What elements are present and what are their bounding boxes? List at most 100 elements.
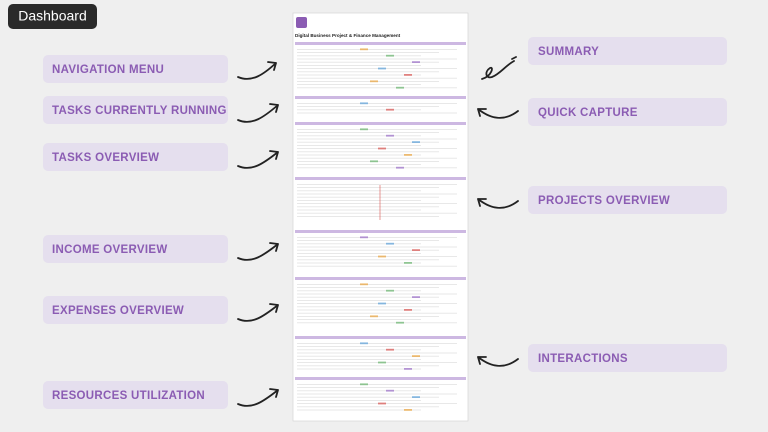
row-line xyxy=(297,103,457,104)
row-line xyxy=(297,240,439,241)
arrow xyxy=(481,56,517,80)
row-line xyxy=(297,87,457,89)
row-line xyxy=(297,409,421,411)
label-box xyxy=(528,98,727,126)
row-tag xyxy=(404,262,412,264)
row-line xyxy=(297,390,421,392)
row-line xyxy=(297,362,457,363)
row-line xyxy=(297,243,421,245)
row-tag xyxy=(360,236,368,239)
arrow xyxy=(477,356,519,367)
row-tag xyxy=(386,289,394,292)
section-header xyxy=(295,42,466,45)
row-line xyxy=(297,293,457,295)
arrow xyxy=(477,108,519,119)
row-tag xyxy=(404,368,412,370)
row-line xyxy=(297,109,421,111)
row-line xyxy=(297,84,421,85)
row-line xyxy=(297,55,421,57)
row-line xyxy=(297,300,421,301)
row-line xyxy=(297,65,421,66)
badge xyxy=(8,4,97,29)
section-header xyxy=(295,277,466,280)
row-line xyxy=(297,262,421,264)
row-line xyxy=(297,193,457,195)
row-tag xyxy=(386,108,394,111)
row-line xyxy=(297,237,457,238)
section-header xyxy=(295,230,466,233)
row-line xyxy=(297,187,439,188)
row-line xyxy=(297,145,421,146)
label-text: INTERACTIONS xyxy=(538,353,628,365)
label-box xyxy=(528,37,727,65)
row-line xyxy=(297,68,457,69)
dashboard-sections xyxy=(295,42,466,411)
row-line xyxy=(297,81,439,82)
section-header xyxy=(295,96,466,99)
row-line xyxy=(297,61,439,63)
label-text: TASKS CURRENTLY RUNNING xyxy=(52,105,227,117)
row-line xyxy=(297,265,457,267)
row-tag xyxy=(412,141,420,143)
row-line xyxy=(297,112,457,114)
row-line xyxy=(297,316,439,317)
row-line xyxy=(297,406,439,408)
row-line xyxy=(297,200,421,201)
row-line xyxy=(297,253,421,254)
label-text: EXPENSES OVERVIEW xyxy=(52,305,184,317)
label-box xyxy=(43,235,228,263)
arrow xyxy=(237,150,279,169)
row-line xyxy=(297,151,439,153)
row-line xyxy=(297,190,421,192)
row-line xyxy=(297,322,457,324)
row-line xyxy=(297,157,457,159)
row-line xyxy=(297,352,457,354)
section-header xyxy=(295,377,466,380)
row-tag xyxy=(378,402,386,405)
row-line xyxy=(297,319,421,320)
label-text: PROJECTS OVERVIEW xyxy=(538,195,670,207)
label-box xyxy=(43,96,228,124)
label-box xyxy=(43,381,228,409)
row-tag xyxy=(396,166,404,169)
label-text: INCOME OVERVIEW xyxy=(52,244,167,256)
arrow xyxy=(237,388,279,407)
left-labels: NAVIGATION MENU TASKS CURRENTLY RUNNING TA… xyxy=(43,55,228,409)
section-header xyxy=(295,177,466,180)
row-line xyxy=(297,249,439,251)
row-tag xyxy=(378,255,386,258)
row-line xyxy=(297,106,439,107)
row-line xyxy=(297,141,439,143)
arrow xyxy=(237,303,279,322)
arrows xyxy=(237,56,519,407)
row-line xyxy=(297,365,439,367)
row-line xyxy=(297,132,439,133)
row-line xyxy=(297,203,457,204)
row-line xyxy=(297,355,439,357)
label-text: SUMMARY xyxy=(538,46,599,58)
row-tag xyxy=(412,61,420,63)
row-line xyxy=(297,368,421,370)
label-box xyxy=(43,296,228,324)
row-tag xyxy=(396,86,404,89)
row-tag xyxy=(378,302,386,305)
row-tag xyxy=(396,321,404,324)
row-line xyxy=(297,259,439,261)
row-line xyxy=(297,343,457,344)
row-line xyxy=(297,148,457,149)
section-header xyxy=(295,336,466,339)
arrow xyxy=(237,61,277,80)
row-line xyxy=(297,216,439,217)
row-tag xyxy=(360,102,368,105)
row-line xyxy=(297,403,457,404)
row-tag xyxy=(412,396,420,398)
row-line xyxy=(297,164,421,165)
page-title: Digital Business Project & Finance Manag… xyxy=(295,33,401,38)
row-line xyxy=(297,77,457,79)
arrow xyxy=(237,242,279,261)
arrow xyxy=(237,103,279,123)
row-line xyxy=(297,58,457,60)
row-line xyxy=(297,52,439,53)
page-icon xyxy=(296,17,307,28)
